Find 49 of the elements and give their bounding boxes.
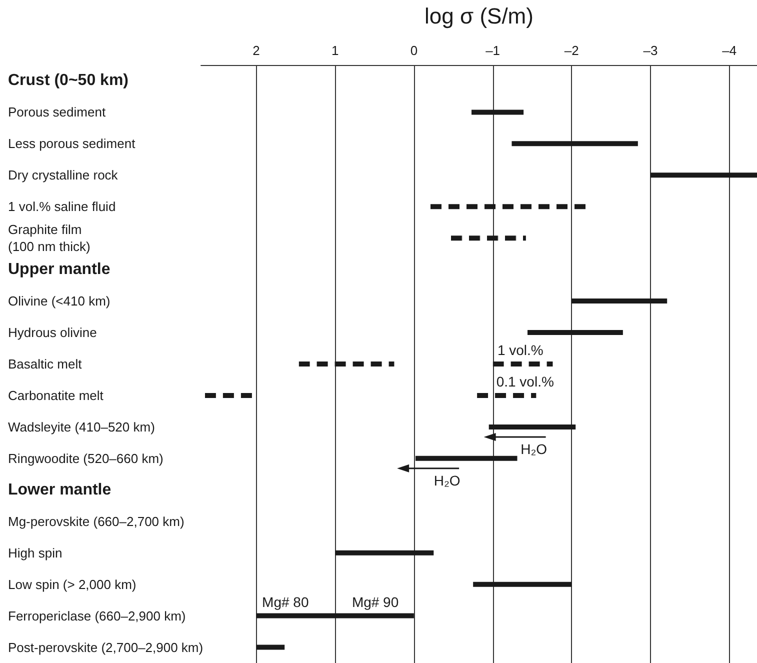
bar [335, 550, 434, 556]
bar [256, 644, 285, 650]
bar [430, 204, 588, 210]
x-axis-title: log σ (S/m) [424, 4, 534, 28]
x-tick-label: 0 [410, 43, 418, 58]
x-tick-label: –4 [722, 43, 737, 58]
y-tick-label: High spin [8, 545, 62, 560]
bar [488, 424, 576, 430]
y-tick-label: Mg-perovskite (660–2,700 km) [8, 514, 184, 529]
bar [451, 236, 526, 241]
x-tick-label: –3 [643, 43, 658, 58]
annotation: 1 vol.% [497, 342, 544, 358]
bar [528, 330, 623, 336]
annotation: Mg# 80 [262, 594, 309, 610]
y-tick-label: Less porous sediment [8, 136, 136, 152]
y-tick-label: Basaltic melt [8, 356, 82, 372]
bar [416, 456, 518, 461]
bar [477, 392, 536, 398]
y-tick-label: Crust (0~50 km) [8, 72, 128, 90]
y-tick-label: 1 vol.% saline fluid [8, 199, 116, 214]
x-tick-label: –1 [486, 43, 500, 58]
bar [298, 362, 394, 366]
bar [650, 172, 757, 178]
y-tick-label: Hydrous olivine [8, 325, 97, 340]
bar [256, 613, 414, 618]
y-tick-label: Low spin (> 2,000 km) [8, 576, 136, 592]
y-tick-label: Post-perovskite (2,700–2,900 km) [8, 640, 204, 655]
y-tick-label: Dry crystalline rock [8, 168, 118, 183]
x-tick-label: –2 [564, 43, 579, 58]
bar [512, 141, 638, 146]
y-tick-label: Graphite film (100 nm thick) [8, 222, 90, 254]
annotation: Mg# 90 [352, 594, 399, 610]
x-tick-label: 1 [331, 43, 339, 58]
y-tick-label: Wadsleyite (410–520 km) [8, 419, 155, 434]
y-tick-label: Upper mantle [8, 261, 110, 278]
bar [473, 582, 572, 587]
y-tick-label: Carbonatite melt [8, 388, 104, 403]
y-tick-label: Ferropericlase (660–2,900 km) [8, 608, 186, 624]
y-tick-label: Ringwoodite (520–660 km) [8, 450, 164, 466]
bar [572, 298, 668, 304]
bar [492, 362, 553, 366]
bar [472, 110, 524, 115]
y-tick-label: Olivine (<410 km) [8, 294, 110, 309]
y-tick-label: Lower mantle [8, 481, 112, 498]
annotation: H₂O [520, 440, 548, 457]
annotation: 0.1 vol.% [496, 373, 554, 390]
y-tick-label: Porous sediment [8, 104, 106, 120]
annotation: H₂O [434, 472, 460, 488]
x-tick-label: 2 [252, 43, 260, 58]
